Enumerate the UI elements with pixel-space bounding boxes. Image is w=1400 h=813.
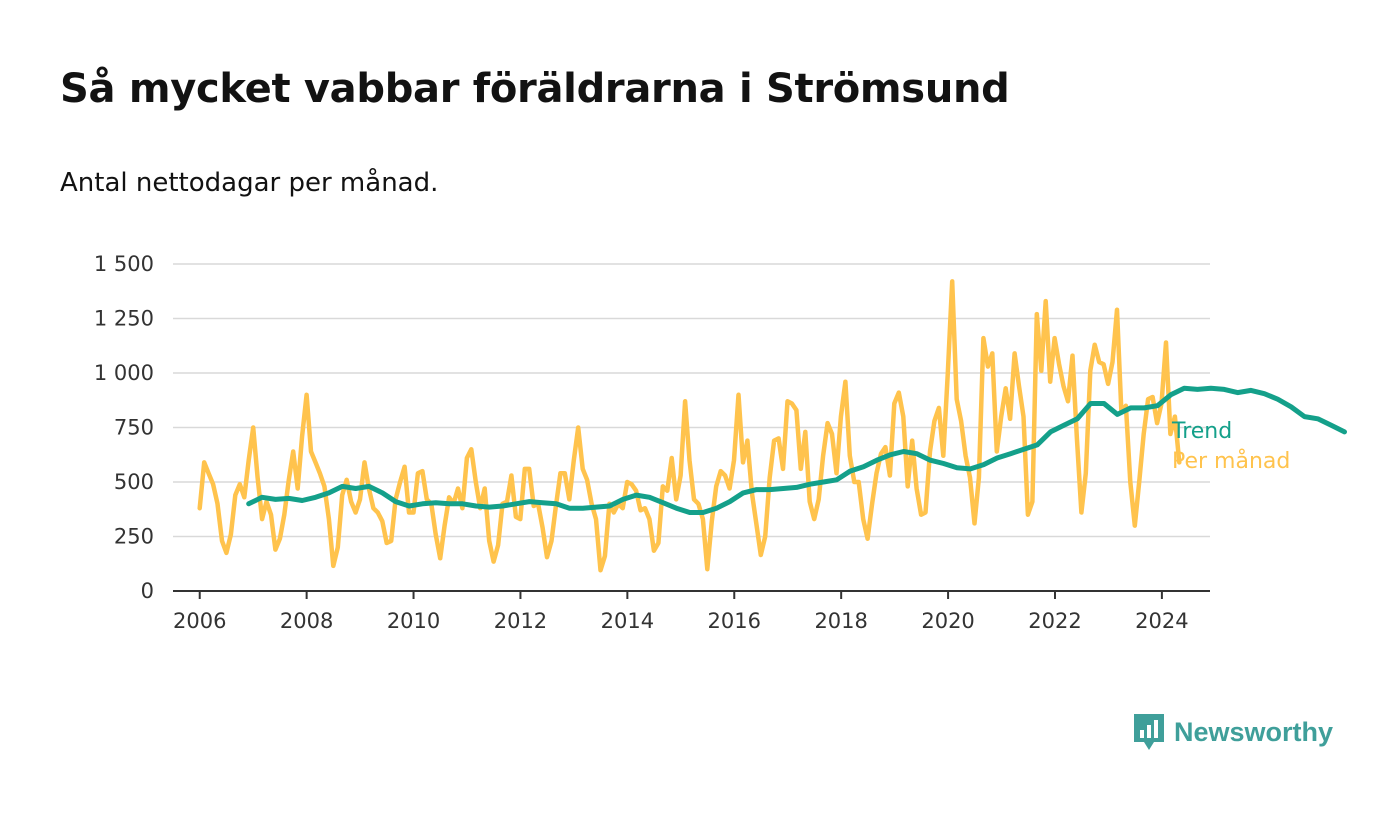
series-lines <box>197 279 1347 573</box>
newsworthy-logo-icon <box>1134 714 1164 750</box>
x-tick-label: 2010 <box>387 609 440 633</box>
x-tick-label: 2008 <box>280 609 333 633</box>
x-tick-label: 2016 <box>708 609 761 633</box>
x-tick-label: 2020 <box>921 609 974 633</box>
x-tick-label: 2022 <box>1028 609 1081 633</box>
y-tick-label: 500 <box>114 470 154 494</box>
x-tick-label: 2014 <box>601 609 654 633</box>
trend-line <box>246 385 1347 515</box>
monthly-line <box>197 279 1182 573</box>
y-tick-label: 1 250 <box>94 307 154 331</box>
chart-title: Så mycket vabbar föräldrarna i Strömsund <box>60 66 1010 112</box>
x-tick-label: 2018 <box>814 609 867 633</box>
x-tick-label: 2024 <box>1135 609 1188 633</box>
brand-name: Newsworthy <box>1174 716 1334 747</box>
chart-subtitle: Antal nettodagar per månad. <box>60 168 439 198</box>
y-tick-label: 1 000 <box>94 361 154 385</box>
y-axis-ticks: 0 250 500 750 1 000 1 250 1 500 <box>94 252 154 603</box>
y-tick-label: 750 <box>114 416 154 440</box>
y-tick-label: 0 <box>141 579 154 603</box>
x-tick-label: 2006 <box>173 609 226 633</box>
monthly-series-label: Per månad <box>1172 448 1290 474</box>
x-axis-ticks: 2006 2008 2010 2012 2014 2016 2018 2020 2022 2024 <box>173 591 1189 633</box>
brand-logo[interactable]: Newsworthy <box>1132 712 1333 752</box>
trend-series-label: Trend <box>1171 419 1232 444</box>
series-labels: Trend Per månad <box>1171 419 1290 474</box>
y-tick-label: 250 <box>114 525 154 549</box>
y-tick-label: 1 500 <box>94 252 154 276</box>
x-tick-label: 2012 <box>494 609 547 633</box>
